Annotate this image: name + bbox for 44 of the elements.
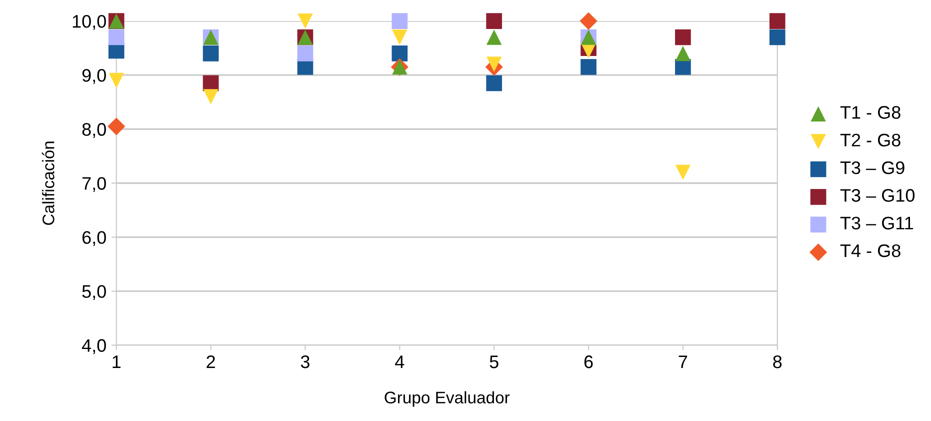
point	[769, 13, 786, 29]
point	[392, 46, 408, 62]
y-tick-label: 4,0	[82, 339, 106, 354]
x-tick-label: 1	[112, 356, 121, 368]
point	[298, 13, 313, 29]
y-tick-label: 5,0	[82, 285, 106, 300]
point	[675, 29, 691, 46]
point	[486, 56, 502, 72]
point	[108, 118, 126, 136]
point	[392, 30, 408, 45]
point	[580, 59, 596, 75]
legend-label: T3 – G9	[840, 161, 904, 174]
point	[675, 164, 691, 180]
legend-label: T2 - G8	[840, 134, 900, 146]
x-tick-label: 4	[395, 356, 404, 368]
y-tick-label: 7,0	[82, 177, 106, 192]
legend-label: T4 - G8	[840, 244, 900, 258]
x-axis-title: Grupo Evaluador	[384, 391, 510, 407]
point	[202, 46, 219, 62]
y-tick-label: 10,0	[72, 14, 106, 30]
point	[486, 30, 502, 45]
point	[580, 12, 598, 30]
x-tick-label: 3	[300, 355, 310, 368]
point	[486, 13, 502, 29]
y-axis-title: Calificación	[42, 142, 54, 225]
legend-label: T1 - G8	[840, 106, 900, 119]
point	[108, 72, 124, 88]
x-tick-label: 8	[773, 355, 782, 368]
point	[675, 46, 691, 62]
point	[297, 46, 314, 62]
legend-label: T3 – G10	[840, 189, 915, 202]
point	[108, 29, 124, 46]
point	[203, 89, 218, 104]
legend-label: T3 – G11	[840, 216, 914, 230]
y-tick-label: 8,0	[82, 123, 106, 138]
x-tick-label: 7	[678, 356, 688, 368]
y-tick-label: 6,0	[82, 231, 106, 246]
point	[769, 29, 786, 46]
point	[486, 75, 502, 92]
point	[392, 13, 408, 29]
x-tick-label: 5	[490, 356, 498, 368]
x-tick-label: 6	[584, 355, 593, 368]
x-tick-label: 2	[206, 355, 215, 368]
y-tick-label: 9,0	[82, 69, 106, 84]
